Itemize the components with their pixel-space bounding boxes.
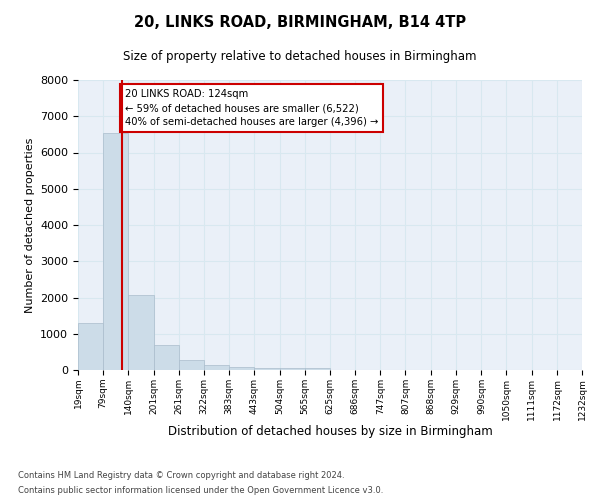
X-axis label: Distribution of detached houses by size in Birmingham: Distribution of detached houses by size …	[167, 426, 493, 438]
Bar	[78, 323, 103, 370]
Text: Contains public sector information licensed under the Open Government Licence v3: Contains public sector information licen…	[18, 486, 383, 495]
Bar	[128, 296, 154, 370]
Text: Contains HM Land Registry data © Crown copyright and database right 2024.: Contains HM Land Registry data © Crown c…	[18, 471, 344, 480]
Bar	[305, 368, 330, 370]
Bar	[154, 346, 179, 370]
Text: 20 LINKS ROAD: 124sqm
← 59% of detached houses are smaller (6,522)
40% of semi-d: 20 LINKS ROAD: 124sqm ← 59% of detached …	[125, 89, 379, 127]
Bar	[280, 368, 305, 370]
Bar	[204, 364, 229, 370]
Bar	[229, 366, 254, 370]
Bar	[103, 132, 128, 370]
Text: Size of property relative to detached houses in Birmingham: Size of property relative to detached ho…	[123, 50, 477, 63]
Text: 20, LINKS ROAD, BIRMINGHAM, B14 4TP: 20, LINKS ROAD, BIRMINGHAM, B14 4TP	[134, 15, 466, 30]
Bar	[254, 368, 280, 370]
Y-axis label: Number of detached properties: Number of detached properties	[25, 138, 35, 312]
Bar	[179, 360, 204, 370]
